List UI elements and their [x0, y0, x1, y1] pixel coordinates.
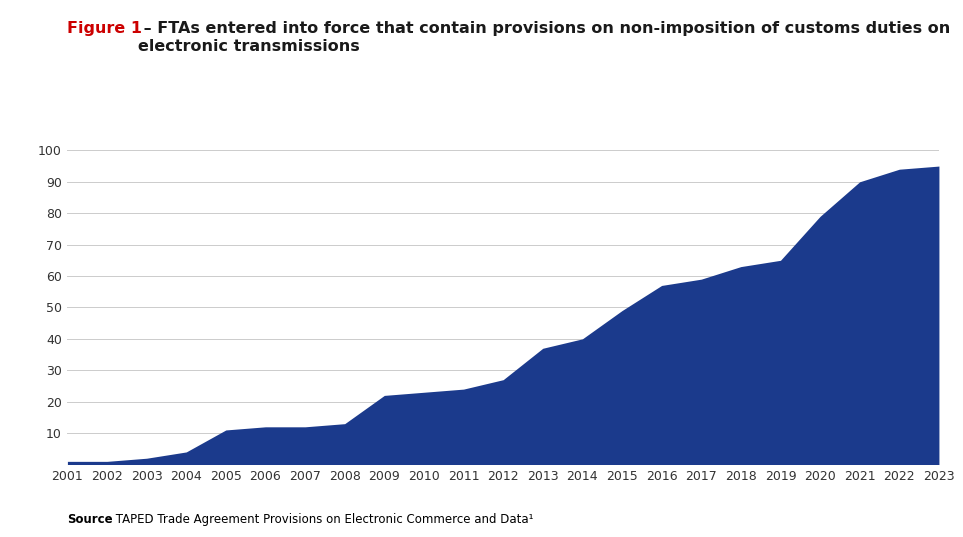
Text: Source: Source — [67, 513, 113, 526]
Text: Figure 1: Figure 1 — [67, 21, 143, 37]
Text: – FTAs entered into force that contain provisions on non-imposition of customs d: – FTAs entered into force that contain p… — [138, 21, 950, 54]
Text: : TAPED Trade Agreement Provisions on Electronic Commerce and Data¹: : TAPED Trade Agreement Provisions on El… — [108, 513, 534, 526]
